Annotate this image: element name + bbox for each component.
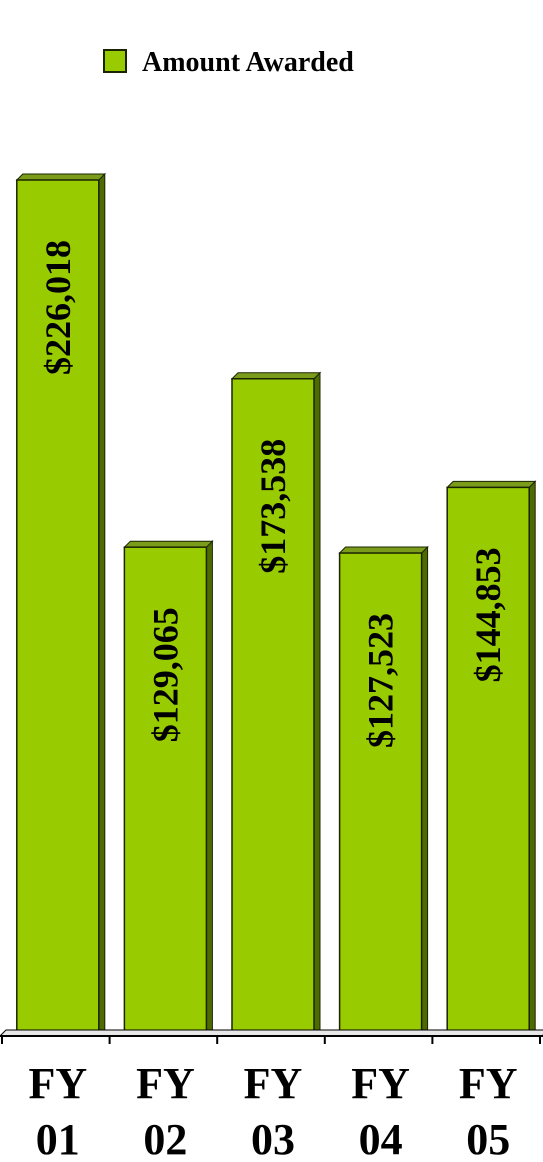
x-tick-label-line1: FY [459, 1059, 518, 1108]
bar-top [338, 546, 429, 554]
x-tick-label-line1: FY [136, 1059, 195, 1108]
x-tick-label-line1: FY [244, 1059, 303, 1108]
x-tick-labels: FY 01 FY 02 FY 03 FY 04 FY 05 [28, 1059, 517, 1162]
bar [338, 552, 423, 1037]
bar-data-label: $144,853 [468, 547, 508, 682]
bar-data-label: $129,065 [145, 607, 185, 742]
x-tick-label-line1: FY [351, 1059, 410, 1108]
bar-data-label: $226,018 [38, 240, 78, 375]
bar-side [421, 545, 429, 1038]
x-tick-label-line2: 02 [143, 1115, 187, 1162]
bar-group: $173,538 [230, 371, 322, 1038]
bar-group: $226,018 [15, 172, 107, 1038]
bar-top [15, 173, 107, 181]
legend-swatch [103, 49, 127, 73]
x-tick-label-line2: 05 [466, 1115, 510, 1162]
bar-top [445, 480, 537, 488]
bar-group: $127,523 [338, 545, 429, 1038]
bar-side [98, 172, 106, 1038]
x-tick-label-line1: FY [28, 1059, 87, 1108]
bars: $226,018 $129,065 $173,538 $127,523 $144,853 [15, 172, 537, 1038]
bar-data-label: $127,523 [361, 613, 401, 748]
legend: Amount Awarded [103, 47, 354, 78]
bar [231, 378, 315, 1037]
bar-side [528, 480, 536, 1038]
bar [16, 179, 100, 1037]
bar-side [205, 539, 213, 1038]
bar-top [230, 372, 322, 380]
bar-group: $144,853 [445, 480, 537, 1038]
x-axis [0, 1029, 543, 1044]
bar-data-label: $173,538 [253, 439, 293, 574]
bar-side [313, 371, 321, 1038]
x-tick-label-line2: 04 [359, 1115, 403, 1162]
bar [446, 486, 530, 1037]
x-tick-label-line2: 03 [251, 1115, 295, 1162]
bar-group: $129,065 [123, 539, 214, 1038]
legend-label: Amount Awarded [142, 47, 354, 78]
bar [123, 546, 208, 1037]
bar-top [123, 540, 214, 548]
x-tick-label-line2: 01 [36, 1115, 80, 1162]
